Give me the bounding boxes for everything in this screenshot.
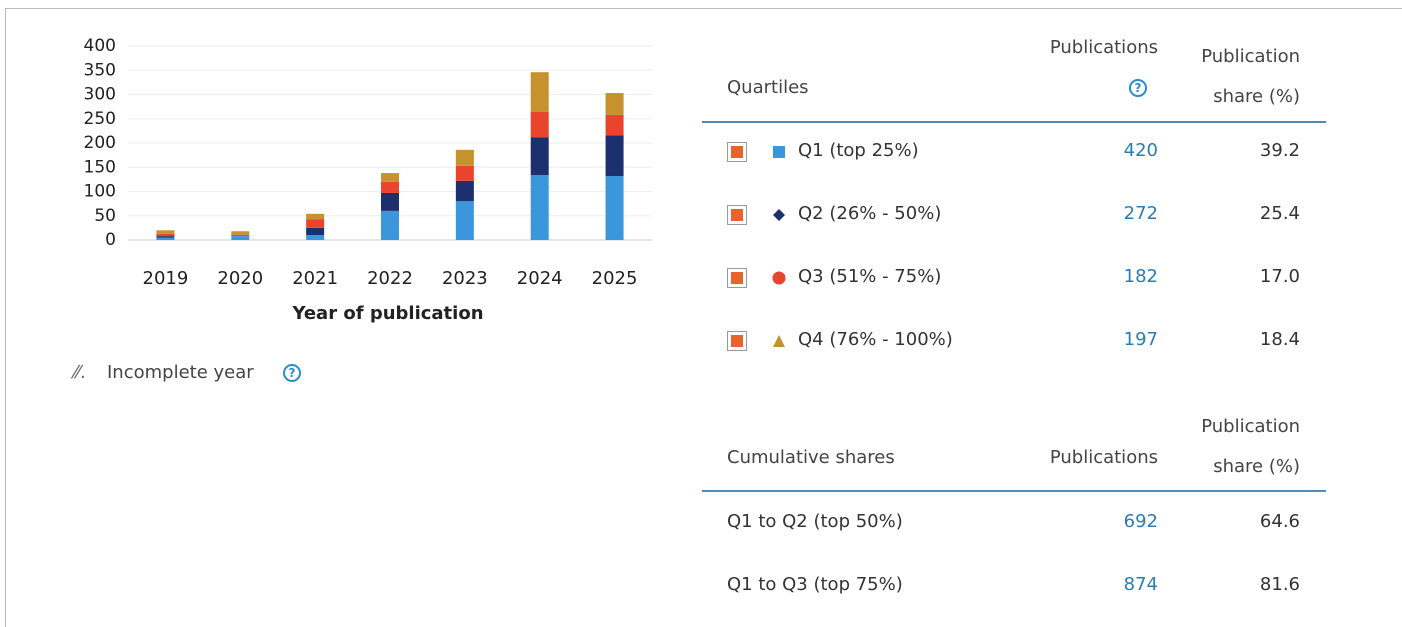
bar-segment xyxy=(156,237,175,240)
bar-segment xyxy=(605,175,624,240)
bar-segment xyxy=(306,219,325,228)
x-tick-label: 2019 xyxy=(143,268,189,289)
bar-segment xyxy=(605,93,624,115)
series-marker xyxy=(772,145,786,159)
checkbox[interactable] xyxy=(727,142,747,162)
share: 64.6 xyxy=(1259,511,1300,532)
y-tick-label: 50 xyxy=(94,206,116,226)
y-tick-label: 400 xyxy=(84,36,116,56)
row-label: Q1 to Q3 (top 75%) xyxy=(727,574,903,595)
series-marker xyxy=(772,334,786,348)
row-label: Q3 (51% - 75%) xyxy=(798,266,942,287)
bar-segment xyxy=(530,111,549,138)
bar-segment xyxy=(455,201,474,240)
x-tick-label: 2021 xyxy=(292,268,338,289)
x-tick-label: 2023 xyxy=(442,268,488,289)
y-tick-label: 200 xyxy=(84,133,116,153)
series-marker xyxy=(772,208,786,222)
bar-segment xyxy=(231,231,250,235)
y-tick-label: 250 xyxy=(84,109,116,129)
y-tick-label: 0 xyxy=(105,230,116,250)
row-label: Q1 to Q2 (top 50%) xyxy=(727,511,903,532)
table-header: Publications xyxy=(1049,447,1158,468)
publications: 182 xyxy=(1123,266,1158,287)
publications: 420 xyxy=(1123,140,1158,161)
bar-segment xyxy=(530,137,549,176)
share: 81.6 xyxy=(1259,574,1300,595)
bar-segment xyxy=(306,213,325,220)
incomplete-icon: ⁄⁄. xyxy=(74,362,86,383)
x-tick-label: 2024 xyxy=(517,268,563,289)
panel xyxy=(5,8,1402,627)
bar-segment xyxy=(381,192,399,211)
chart: 0 50 100 150 200 250 300 350 400 2019 2020 2021 2022… xyxy=(84,36,652,324)
bar-segment xyxy=(306,227,325,236)
x-axis-label: Year of publication xyxy=(291,303,483,324)
incomplete-note: Incomplete year xyxy=(107,362,254,383)
share: 39.2 xyxy=(1259,140,1300,161)
bar-segment xyxy=(231,236,250,240)
share: 17.0 xyxy=(1259,266,1300,287)
x-tick-label: 2025 xyxy=(592,268,638,289)
row-label: Q4 (76% - 100%) xyxy=(798,329,953,350)
row-label: Q2 (26% - 50%) xyxy=(798,203,942,224)
bar-segment xyxy=(156,233,175,237)
table-header: Quartiles xyxy=(727,77,809,98)
bar-segment xyxy=(231,234,250,237)
x-tick-label: 2022 xyxy=(367,268,413,289)
bar-segment xyxy=(381,210,399,240)
row-label: Q1 (top 25%) xyxy=(798,140,919,161)
header-rule xyxy=(702,490,1326,492)
y-tick-label: 100 xyxy=(84,182,116,202)
bar-segment xyxy=(381,173,399,182)
table-header: Publications xyxy=(1049,37,1158,58)
table-header: Publication share (%) xyxy=(1201,46,1300,107)
bar-segment xyxy=(455,180,474,202)
bar-segment xyxy=(306,235,325,240)
publications: 272 xyxy=(1123,203,1158,224)
checkbox[interactable] xyxy=(727,205,747,225)
bar-segment xyxy=(530,175,549,240)
bar-segment xyxy=(455,149,474,166)
bar-segment xyxy=(156,230,175,234)
x-tick-label: 2020 xyxy=(217,268,263,289)
bar-segment xyxy=(605,135,624,176)
help-icon[interactable]: ? xyxy=(1129,79,1147,97)
checkbox[interactable] xyxy=(727,331,747,351)
y-tick-label: 150 xyxy=(84,157,116,177)
bar-segment xyxy=(605,114,624,136)
bar-segment xyxy=(156,236,175,238)
header-rule xyxy=(702,121,1326,123)
bar-segment xyxy=(381,181,399,193)
share: 25.4 xyxy=(1259,203,1300,224)
publications: 692 xyxy=(1123,511,1158,532)
bar-segment xyxy=(530,72,549,112)
checkbox[interactable] xyxy=(727,268,747,288)
series-marker xyxy=(772,271,786,285)
bar-segment xyxy=(455,165,474,181)
y-tick-label: 350 xyxy=(84,60,116,80)
share: 18.4 xyxy=(1259,329,1300,350)
table-header: Cumulative shares xyxy=(727,447,895,468)
publications: 197 xyxy=(1123,329,1158,350)
publications: 874 xyxy=(1123,574,1158,595)
table-header: Publication share (%) xyxy=(1201,416,1300,477)
y-tick-label: 300 xyxy=(84,85,116,105)
help-icon[interactable]: ? xyxy=(283,364,301,382)
